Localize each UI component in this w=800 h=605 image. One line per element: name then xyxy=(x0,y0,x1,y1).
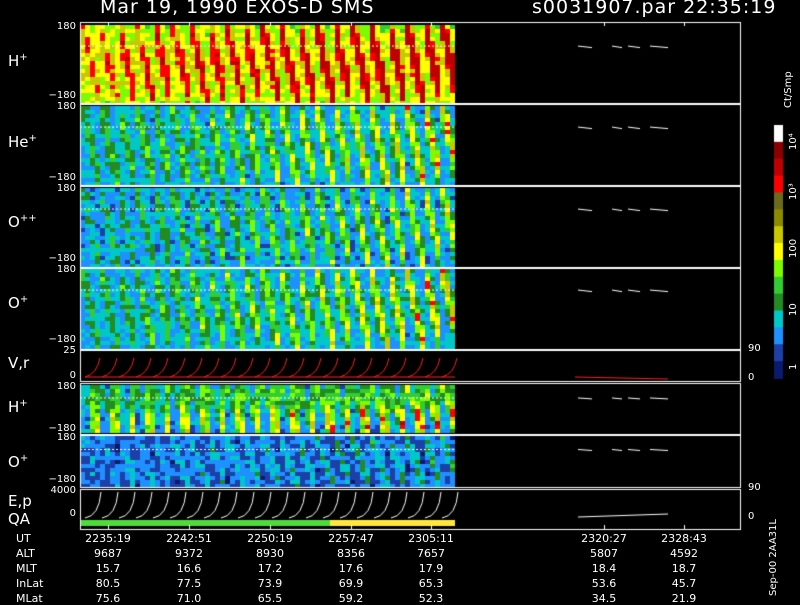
footer-value: 2257:47 xyxy=(328,532,374,545)
tick-p3-top: 180 xyxy=(56,183,76,194)
footer-value: 4592 xyxy=(670,547,698,560)
tick-p2-top: 180 xyxy=(56,101,76,112)
tick-ep-bottom: 0 xyxy=(69,508,76,519)
date-title: Mar 19, 1990 EXOS-D SMS xyxy=(100,0,375,18)
footer-value: 34.5 xyxy=(591,592,617,605)
footer-value: 53.6 xyxy=(591,577,617,590)
colorbar-label-1e4: 10⁴ xyxy=(788,133,799,150)
footer-value: 9372 xyxy=(175,547,203,560)
footer-value: 17.6 xyxy=(338,562,364,575)
tick-p6-bottom: −180 xyxy=(48,423,76,434)
footer-value: 75.6 xyxy=(95,592,121,605)
footer-value: 17.2 xyxy=(257,562,283,575)
colorbar-unit: Ct/Smp xyxy=(783,71,794,108)
footer-value: 2320:27 xyxy=(581,532,627,545)
footer-value: 8930 xyxy=(256,547,284,560)
footer-value: 16.6 xyxy=(176,562,202,575)
footer-value: 2328:43 xyxy=(661,532,707,545)
footer-value: 15.7 xyxy=(95,562,121,575)
footer-value: 73.9 xyxy=(257,577,283,590)
rtick-ep-bottom: 0 xyxy=(748,511,755,522)
panel-label-o-plusplus: O++ xyxy=(8,213,37,231)
footer-value: 2250:19 xyxy=(247,532,293,545)
panel-label-h-plus: H+ xyxy=(8,52,28,70)
rtick-ep-top: 90 xyxy=(748,482,761,493)
colorbar-label-1e3: 10³ xyxy=(788,183,799,200)
colorbar-label-1: 1 xyxy=(788,363,799,370)
tick-p4-top: 180 xyxy=(56,264,76,275)
footer-value: 2242:51 xyxy=(166,532,212,545)
footer-value: 9687 xyxy=(94,547,122,560)
footer-value: 65.5 xyxy=(257,592,283,605)
tick-p3-bottom: −180 xyxy=(48,253,76,264)
tick-vr-top: 25 xyxy=(63,345,76,356)
footer-value: 71.0 xyxy=(176,592,202,605)
footer-value: 21.9 xyxy=(671,592,697,605)
tick-p4-bottom: −180 xyxy=(48,334,76,345)
panel-label-h-plus-low: H+ xyxy=(8,398,28,416)
panel-label-qa: QA xyxy=(8,510,31,528)
panel-label-o-plus: O+ xyxy=(8,294,29,312)
footer-value: 7657 xyxy=(417,547,445,560)
tick-p6-top: 180 xyxy=(56,381,76,392)
footer-label-mlt: MLT xyxy=(16,562,37,575)
footer-value: 65.3 xyxy=(418,577,444,590)
colorbar-label-100: 100 xyxy=(788,238,799,258)
panel-label-vr: V,r xyxy=(8,354,30,372)
panel-label-he-plus: He+ xyxy=(8,133,37,151)
footer-value: 17.9 xyxy=(418,562,444,575)
side-note: Sep-00 2AA31L xyxy=(768,519,779,596)
rtick-vr-top: 90 xyxy=(748,343,761,354)
footer-value: 69.9 xyxy=(338,577,364,590)
footer-label-alt: ALT xyxy=(16,547,35,560)
footer-value: 18.4 xyxy=(591,562,617,575)
footer-value: 18.7 xyxy=(671,562,697,575)
footer-value: 59.2 xyxy=(338,592,364,605)
footer-label-inlat: InLat xyxy=(16,577,44,590)
tick-p7-top: 180 xyxy=(56,432,76,443)
tick-p2-bottom: −180 xyxy=(48,172,76,183)
footer-value: 8356 xyxy=(337,547,365,560)
footer-label-ut: UT xyxy=(16,532,31,545)
footer-value: 52.3 xyxy=(418,592,444,605)
panel-label-o-plus-low: O+ xyxy=(8,453,29,471)
tick-ep-top: 4000 xyxy=(50,485,76,496)
tick-vr-bottom: 0 xyxy=(69,370,76,381)
tick-p7-bottom: −180 xyxy=(48,474,76,485)
footer-label-mlat: MLat xyxy=(16,592,43,605)
tick-p1-top: 180 xyxy=(56,21,76,32)
footer-value: 77.5 xyxy=(176,577,202,590)
panel-label-ep: E,p xyxy=(8,492,32,510)
colorbar-label-10: 10 xyxy=(788,303,799,316)
tick-p1-bottom: −180 xyxy=(48,90,76,101)
footer-value: 2305:11 xyxy=(408,532,454,545)
rtick-vr-bottom: 0 xyxy=(748,372,755,383)
footer-value: 45.7 xyxy=(671,577,697,590)
footer-value: 2235:19 xyxy=(85,532,131,545)
footer-value: 80.5 xyxy=(95,577,121,590)
footer-value: 5807 xyxy=(590,547,618,560)
file-title: s0031907.par 22:35:19 xyxy=(532,0,777,18)
